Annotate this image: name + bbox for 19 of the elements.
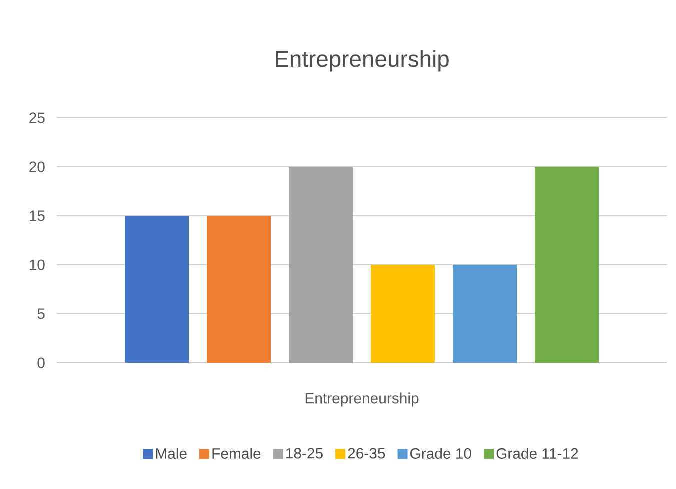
- y-tick-label: 25: [30, 112, 45, 124]
- legend-label: Male: [156, 448, 187, 460]
- bar: [289, 166, 354, 363]
- legend-label: Grade 11-12: [496, 448, 578, 460]
- bar: [453, 264, 518, 363]
- legend-label: 18-25: [286, 448, 323, 459]
- bar: [371, 264, 436, 363]
- y-tick-label: 15: [30, 210, 45, 222]
- chart-title: Entrepreneurship: [276, 50, 449, 72]
- y-tick-label: 10: [30, 260, 45, 270]
- legend-label: Grade 10: [410, 448, 472, 460]
- bar: [125, 216, 190, 363]
- legend-label: Female: [212, 448, 261, 460]
- bar: [207, 216, 272, 363]
- y-tick-label: 0: [38, 358, 45, 368]
- legend-label: 26-35: [348, 448, 386, 459]
- bar: [535, 166, 600, 363]
- y-tick-label: 20: [30, 162, 45, 172]
- y-tick-label: 5: [38, 308, 45, 320]
